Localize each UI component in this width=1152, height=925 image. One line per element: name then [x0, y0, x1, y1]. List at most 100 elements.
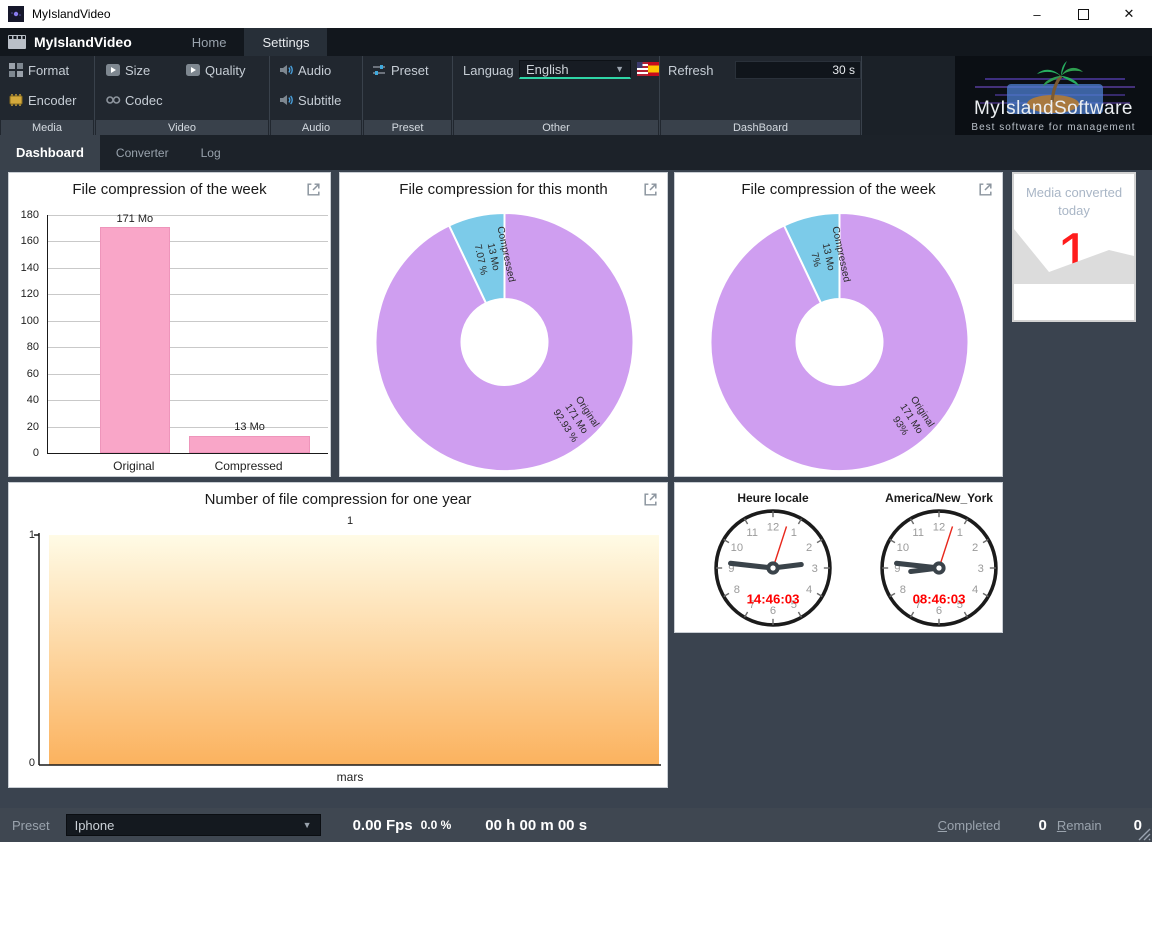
play-box-icon	[186, 64, 200, 76]
area-chart	[34, 533, 661, 766]
tab-log[interactable]: Log	[200, 145, 221, 160]
svg-text:1: 1	[791, 527, 797, 539]
chevron-down-icon: ▼	[302, 820, 312, 830]
codec-reels-icon	[106, 96, 121, 104]
svg-text:4: 4	[806, 584, 812, 596]
bar-chart-card: File compression of the week 0 20 40 60 80 10…	[8, 172, 331, 477]
audio-label: Audio	[298, 62, 332, 78]
media-sparkline	[1014, 229, 1134, 284]
bar-x-label: Compressed	[214, 459, 283, 473]
codec-label: Codec	[125, 92, 163, 108]
svg-text:8: 8	[900, 584, 906, 596]
chevron-down-icon: ▼	[615, 64, 624, 74]
language-value: English	[526, 61, 569, 77]
window-title: MyIslandVideo	[32, 7, 111, 21]
svg-text:5: 5	[957, 599, 963, 611]
language-select[interactable]: English ▼	[519, 60, 631, 79]
preset-button[interactable]: Preset	[371, 62, 429, 78]
group-caption-dashboard: DashBoard	[661, 120, 860, 135]
spain-flag-icon	[648, 62, 659, 76]
svg-text:3: 3	[812, 563, 818, 575]
clock-local-digital: 14:46:03	[747, 592, 800, 607]
statusbar-preset-label: Preset	[12, 817, 50, 833]
svg-text:7: 7	[915, 599, 921, 611]
svg-text:5: 5	[791, 599, 797, 611]
donut-month-card: File compression for this month Compress…	[339, 172, 668, 477]
ribbon-group-video: Size Quality Codec Video	[95, 56, 270, 135]
area-y-max: 1	[28, 529, 35, 541]
svg-text:3: 3	[978, 563, 984, 575]
minimize-button[interactable]: –	[1033, 6, 1041, 22]
media-converted-card: Media converted today 1	[1012, 172, 1136, 322]
refresh-value: 30 s	[832, 63, 855, 77]
codec-button[interactable]: Codec	[105, 92, 163, 108]
svg-text:7: 7	[749, 599, 755, 611]
resize-grip[interactable]	[1138, 828, 1151, 841]
status-bar: Preset Iphone ▼ 0.00 Fps 0.0 % 00 h 00 m…	[0, 808, 1152, 842]
expand-icon[interactable]	[642, 181, 659, 198]
elapsed-time: 00 h 00 m 00 s	[485, 816, 588, 834]
percent-value: 0.0 %	[420, 818, 452, 832]
expand-icon[interactable]	[977, 181, 994, 198]
tab-dashboard[interactable]: Dashboard	[0, 135, 100, 170]
bar-compressed	[189, 435, 310, 453]
quality-label: Quality	[205, 62, 246, 78]
svg-text:2: 2	[806, 542, 812, 554]
area-data-label: 1	[346, 515, 354, 527]
format-grid-icon	[9, 63, 23, 77]
ribbon-tab-home[interactable]: Home	[191, 34, 227, 50]
subtitle-label: Subtitle	[298, 92, 342, 108]
language-flags	[637, 62, 659, 76]
svg-text:11: 11	[746, 527, 758, 539]
speaker-icon	[280, 65, 293, 75]
ribbon-group-audio: Audio Subtitle Audio	[270, 56, 363, 135]
svg-text:9: 9	[894, 563, 900, 575]
app-icon	[8, 6, 24, 22]
quality-button[interactable]: Quality	[185, 62, 245, 78]
donut-month-title: File compression for this month	[399, 181, 608, 198]
area-y-min: 0	[28, 757, 35, 769]
format-label: Format	[28, 62, 70, 78]
tab-converter[interactable]: Converter	[115, 145, 169, 160]
expand-icon[interactable]	[642, 491, 659, 508]
encoder-button[interactable]: Encoder	[8, 92, 76, 108]
clock-newyork-digital: 08:46:03	[913, 592, 966, 607]
dashboard-content: File compression of the week 0 20 40 60 80 10…	[0, 170, 1152, 808]
close-button[interactable]: ✕	[1123, 6, 1135, 21]
donut-chart	[374, 211, 635, 472]
refresh-label: Refresh	[668, 63, 714, 78]
format-button[interactable]: Format	[8, 62, 69, 78]
expand-icon[interactable]	[305, 181, 322, 198]
ribbon-app-name: MyIslandVideo	[34, 34, 132, 50]
bar-value-label: 171 Mo	[116, 212, 154, 225]
audio-button[interactable]: Audio	[278, 62, 331, 78]
refresh-interval-input[interactable]: 30 s	[735, 61, 861, 79]
svg-text:6: 6	[770, 605, 776, 617]
remain-label: Remain	[1056, 817, 1102, 833]
play-box-icon	[106, 64, 120, 76]
subtitle-button[interactable]: Subtitle	[278, 92, 341, 108]
ribbon-group-dashboard: Refresh 30 s DashBoard	[660, 56, 862, 135]
preset-button-label: Preset	[391, 62, 429, 78]
bar-chart-title: File compression of the week	[72, 181, 267, 198]
bar-y-ticks: 0 20 40 60 80 100 120 140 160 180	[20, 209, 39, 459]
area-fill	[49, 535, 659, 765]
brand-logo: MyIslandSoftware Best software for manag…	[955, 56, 1152, 135]
ribbon-tab-settings[interactable]: Settings	[244, 28, 328, 56]
encoder-label: Encoder	[28, 92, 77, 108]
remain-value: 0	[1133, 816, 1142, 834]
clock-newyork-title: America/New_York	[885, 491, 993, 505]
ribbon-header: MyIslandVideo Home Settings	[0, 28, 1152, 56]
svg-text:6: 6	[936, 605, 942, 617]
svg-text:1: 1	[957, 527, 963, 539]
maximize-button[interactable]	[1060, 0, 1106, 28]
app-window: MyIslandVideo – ✕ MyIslandVideo Home Set…	[0, 0, 1152, 842]
svg-text:12: 12	[933, 521, 945, 533]
bar-x-label: Original	[113, 459, 155, 473]
ribbon: Format Encoder Media Size Quality	[0, 56, 1152, 135]
group-caption-preset: Preset	[364, 120, 451, 135]
statusbar-preset-select[interactable]: Iphone ▼	[65, 814, 321, 836]
size-button[interactable]: Size	[105, 62, 150, 78]
logo-title: MyIslandSoftware	[973, 98, 1133, 119]
